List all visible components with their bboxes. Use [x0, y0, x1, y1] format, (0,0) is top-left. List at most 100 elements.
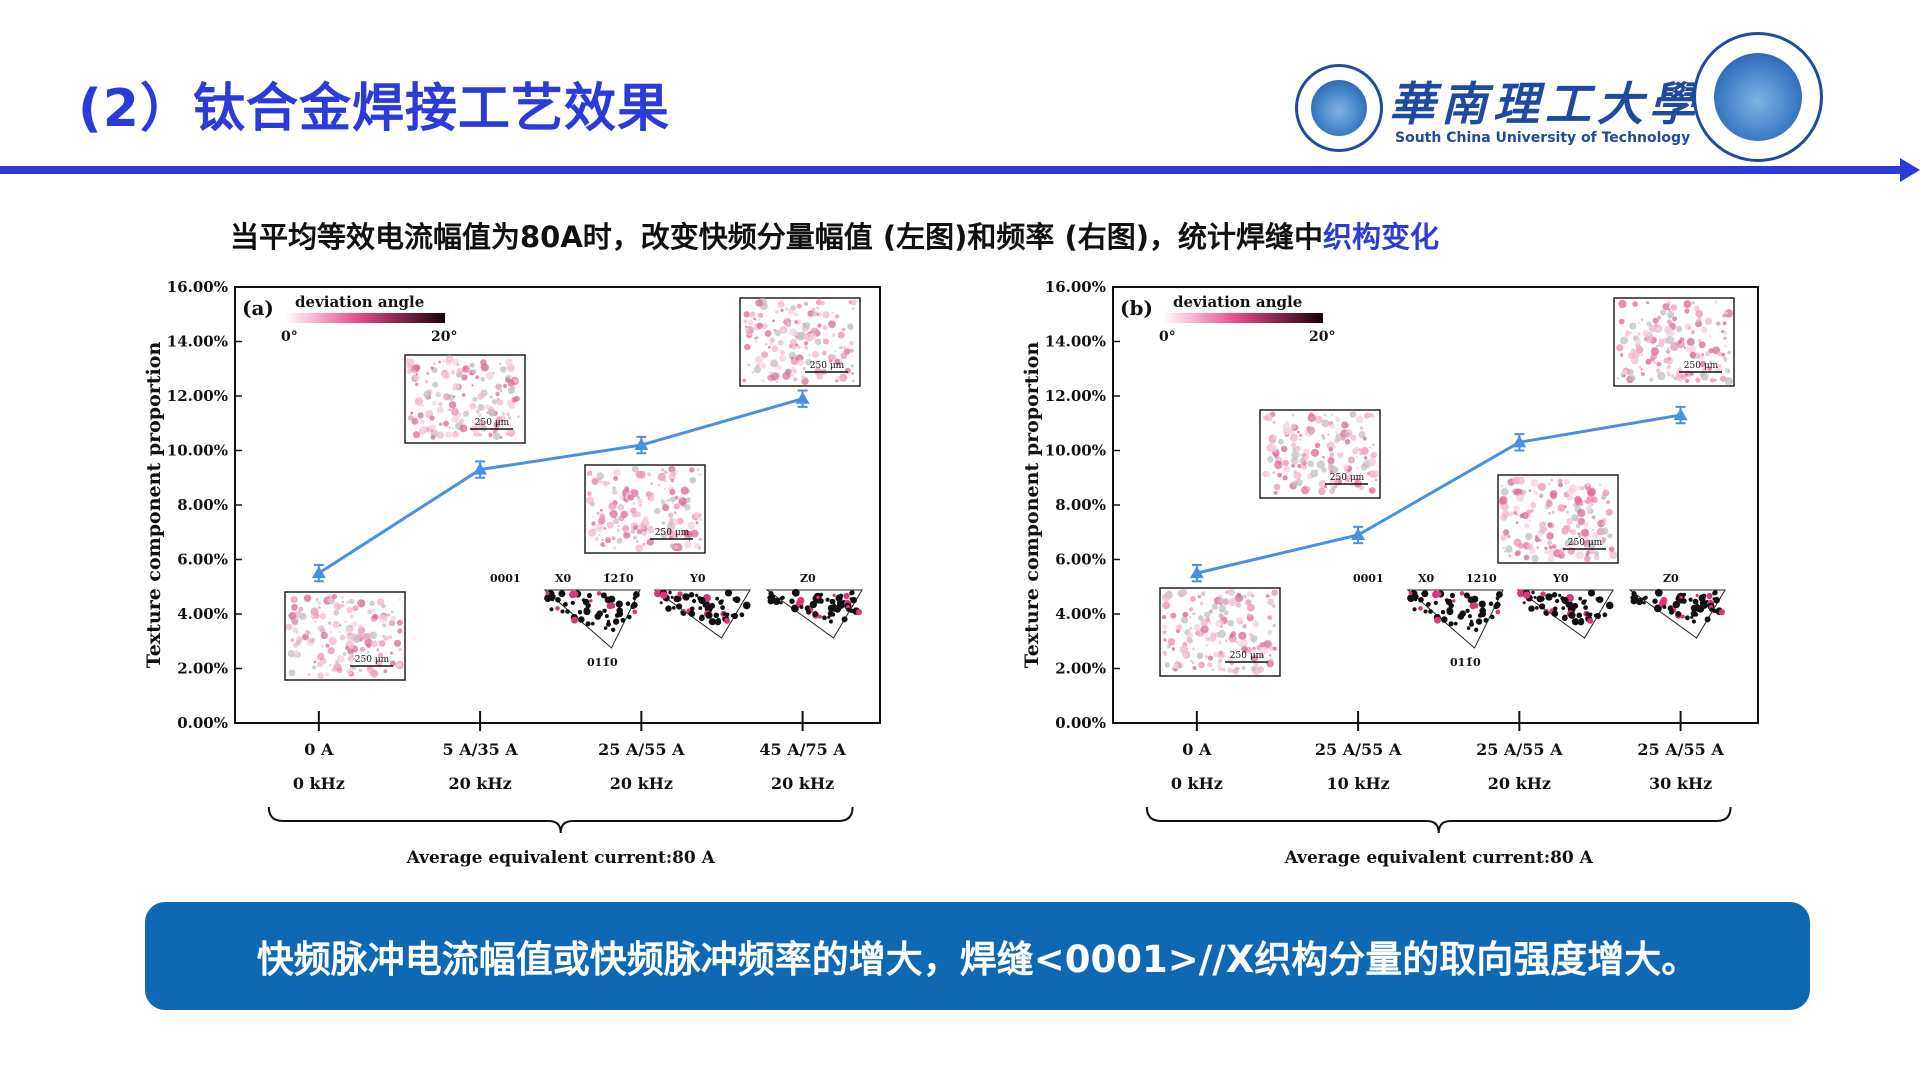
ebsd-grain	[287, 649, 295, 658]
ebsd-grain	[1326, 441, 1335, 450]
ebsd-grain	[599, 480, 604, 485]
x-axis-label: Welding waveforms	[436, 886, 655, 890]
data-point	[1673, 408, 1688, 421]
ebsd-grain	[779, 354, 787, 362]
ebsd-grain	[1536, 546, 1539, 549]
ebsd-grain	[613, 468, 621, 477]
ebsd-grain	[623, 531, 631, 539]
ebsd-grain	[320, 613, 327, 620]
conclusion-banner: 快频脉冲电流幅值或快频脉冲频率的增大，焊缝<0001>//X织构分量的取向强度增…	[145, 902, 1810, 1010]
pole-figure-density	[779, 601, 783, 605]
data-point	[1189, 566, 1204, 579]
pole-figure-density	[1523, 591, 1531, 599]
ebsd-grain	[1324, 484, 1328, 489]
ebsd-grain	[1189, 607, 1194, 612]
ebsd-grain	[382, 634, 385, 638]
ebsd-grain	[1584, 555, 1591, 563]
pole-figure-density	[596, 591, 602, 596]
ebsd-grain	[1655, 368, 1661, 374]
ebsd-grain	[851, 307, 855, 310]
ebsd-grain	[617, 504, 625, 511]
ebsd-grain	[1502, 546, 1506, 549]
ebsd-grain	[698, 538, 702, 541]
chart-b: 0.00% 2.00% 4.00% 6.00% 8.00% 10.00% 12.00% 14.…	[1021, 278, 1759, 890]
ebsd-grain	[508, 416, 512, 420]
ebsd-grain	[782, 320, 786, 324]
ebsd-grain	[500, 415, 506, 420]
ebsd-grain	[417, 412, 424, 419]
ebsd-grain	[650, 482, 654, 485]
ebsd-grain	[317, 652, 325, 661]
scale-bar-label: 250 μm	[810, 361, 845, 371]
ebsd-grain	[398, 598, 401, 601]
ebsd-grain	[607, 482, 610, 485]
ebsd-grain	[1529, 519, 1532, 522]
pole-figure-density	[1630, 595, 1635, 600]
ebsd-grain	[348, 633, 351, 636]
ebsd-grain	[1273, 490, 1278, 495]
pole-figure-density	[1706, 592, 1713, 600]
pole-figure-density	[1635, 597, 1644, 606]
ebsd-grain	[1359, 472, 1362, 475]
ebsd-grain	[359, 646, 366, 652]
ebsd-grain	[1368, 446, 1372, 449]
ebsd-grain	[588, 529, 597, 537]
pole-figure-density	[1675, 611, 1682, 617]
pole-figure-density	[606, 602, 614, 610]
pole-figure-density	[627, 614, 632, 620]
ebsd-grain	[451, 415, 459, 424]
legend-title: deviation angle	[295, 293, 424, 311]
pole-figure-density	[612, 618, 620, 625]
group-brace	[267, 806, 854, 834]
pole-figure-density	[603, 626, 608, 630]
ebsd-grain	[352, 635, 360, 644]
ebsd-grain	[1709, 335, 1712, 338]
ebsd-grain	[764, 330, 772, 337]
ebsd-grain	[327, 647, 335, 655]
ebsd-grain	[379, 614, 388, 623]
ebsd-grain	[1699, 372, 1705, 378]
ebsd-grain	[311, 637, 316, 642]
ebsd-grain	[1642, 330, 1650, 337]
ebsd-grain	[684, 504, 691, 511]
ebsd-grain	[795, 335, 799, 339]
pole-figure-density	[1478, 600, 1486, 608]
pole-figure-density	[1490, 614, 1495, 620]
ebsd-grain	[804, 345, 809, 350]
ebsd-grain	[664, 487, 667, 491]
ebsd-grain	[421, 404, 424, 407]
ebsd-grain	[414, 397, 424, 406]
ebsd-grain	[370, 669, 379, 678]
ebsd-grain	[1721, 352, 1726, 357]
y-tick-label: 0.00%	[177, 714, 228, 732]
ebsd-grain	[424, 379, 429, 384]
university-logo: 華南理工大學 South China University of Technol…	[1295, 28, 1905, 163]
pole-figure-density	[1446, 607, 1453, 614]
ebsd-grain	[1218, 650, 1223, 656]
ebsd-grain	[774, 329, 781, 337]
ebsd-grain	[1675, 374, 1681, 379]
pole-figure-density	[714, 618, 722, 626]
ebsd-grain	[1289, 433, 1298, 442]
ebsd-inset-2: 250 μm	[584, 464, 706, 554]
ebsd-grain	[1227, 619, 1234, 627]
ebsd-grain	[328, 637, 337, 646]
ebsd-grain	[663, 479, 667, 483]
ebsd-grain	[325, 643, 330, 648]
ebsd-grain	[617, 524, 620, 528]
ebsd-grain	[1233, 669, 1239, 675]
ebsd-grain	[1288, 429, 1294, 435]
pole-figure-density	[611, 627, 616, 632]
pole-figure-density	[1435, 591, 1442, 598]
ebsd-grain	[1162, 624, 1168, 630]
ebsd-grain	[1367, 458, 1376, 466]
pole-figure-density	[1531, 590, 1535, 595]
ebsd-grain	[1170, 612, 1177, 619]
ebsd-grain	[1544, 549, 1549, 555]
pole-figure-density	[1548, 596, 1552, 601]
ebsd-grain	[1205, 644, 1208, 647]
ebsd-grain	[408, 415, 414, 421]
ebsd-grain	[1349, 411, 1356, 418]
ebsd-grain	[1558, 551, 1562, 555]
ebsd-grain	[415, 382, 419, 386]
